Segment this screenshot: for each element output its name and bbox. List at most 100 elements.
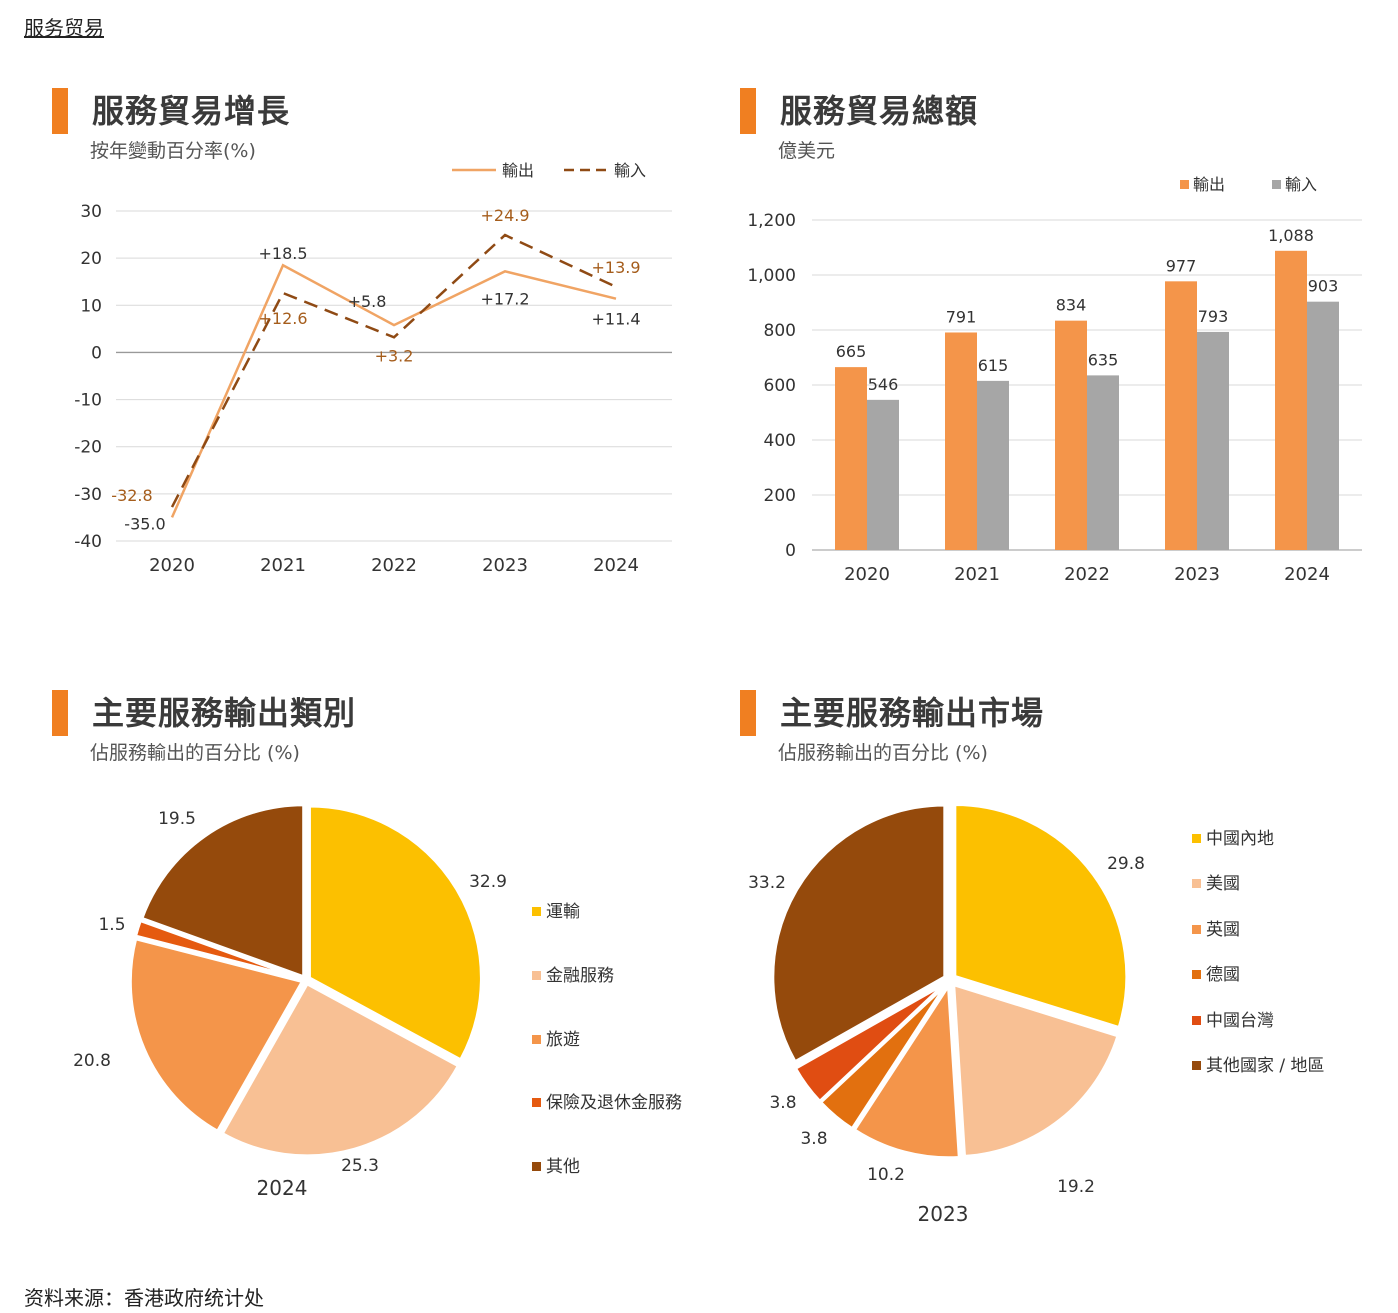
data-label: 635 [1088,350,1119,369]
markets-title: 主要服務輸出市場 [780,694,1045,732]
data-label: +5.8 [348,292,387,311]
total-subtitle: 億美元 [778,140,836,162]
pie-slice-運輸 [307,804,483,1062]
x-tick-label: 2022 [371,555,417,576]
y-tick-label: 400 [764,431,796,451]
legend-swatch [532,1162,541,1171]
page-link-services-trade[interactable]: 服务贸易 [24,16,104,40]
bar-輸出 [945,332,977,550]
data-label: 665 [836,342,867,361]
legend-swatch [1192,970,1201,979]
legend-swatch [1272,180,1281,189]
y-tick-label: 800 [764,321,796,341]
pie-slice-中國內地 [953,802,1129,1030]
y-tick-label: 10 [80,296,102,316]
legend-label: 金融服務 [546,966,614,986]
data-label: +11.4 [591,310,640,329]
legend-label: 其他 [546,1157,580,1177]
legend-label: 德國 [1206,965,1240,985]
pie-caption: 2023 [918,1202,969,1226]
title-accent-bar [52,88,68,134]
bar-輸入 [867,399,899,550]
data-label: 834 [1056,296,1087,315]
data-label: +3.2 [375,346,414,365]
bar-輸入 [1197,331,1229,550]
slice-label: 19.5 [158,809,196,829]
slice-label: 33.2 [748,873,786,893]
pie-slice-金融服務 [220,981,461,1158]
slice-label: 32.9 [469,872,507,892]
data-label: +17.2 [480,289,529,308]
legend-label: 其他國家 / 地區 [1206,1056,1325,1076]
slice-label: 3.8 [800,1129,827,1149]
pie-slice-旅遊 [128,936,305,1134]
legend-swatch [1192,834,1201,843]
bar-輸入 [1307,301,1339,550]
legend-swatch [1192,879,1201,888]
markets-subtitle: 佔服務輸出的百分比 (%) [778,742,988,764]
data-label: -35.0 [124,514,165,533]
legend-swatch [1192,1016,1201,1025]
series-line-輸入 [170,233,617,508]
series-line-輸出 [170,263,617,518]
y-tick-label: 200 [764,486,796,506]
y-tick-label: -10 [74,391,102,411]
pie-slice-其他國家 / 地區 [771,803,947,1064]
legend-swatch [532,1035,541,1044]
legend-label: 輸出 [1193,175,1225,194]
slice-label: 19.2 [1057,1177,1095,1197]
legend-label: 英國 [1206,920,1240,940]
bar-輸出 [1055,320,1087,550]
y-tick-label: 1,200 [747,211,796,231]
x-tick-label: 2024 [593,555,639,576]
pie-slice-保險及退休金服務 [133,918,303,981]
bar-輸出 [1275,250,1307,551]
legend-swatch [532,907,541,916]
slice-label: 1.5 [98,915,125,935]
data-label: +24.9 [480,206,529,225]
data-label: +12.6 [258,309,307,328]
y-tick-label: 0 [91,343,102,363]
data-label: -32.8 [111,486,152,505]
data-label: 1,088 [1268,226,1314,245]
legend-label: 旅遊 [546,1030,580,1050]
slice-label: 29.8 [1107,854,1145,874]
y-tick-label: 20 [80,249,102,269]
x-tick-label: 2020 [844,564,890,585]
markets-pie-chart: 29.8 中國內地 19.2 美國 10.2 英國 3.8 德國 3.8 中國台灣 33.2 其他國家… [748,802,1325,1226]
x-tick-label: 2020 [149,555,195,576]
total-panel: 服務貿易總額 億美元 [740,88,1380,598]
legend-label: 美國 [1206,874,1240,894]
x-tick-label: 2023 [1174,564,1220,585]
legend-label: 保險及退休金服務 [546,1093,682,1113]
x-tick-label: 2023 [482,555,528,576]
slice-label: 20.8 [73,1051,111,1071]
y-tick-label: -40 [74,532,102,552]
total-title: 服務貿易總額 [780,92,979,130]
slice-label: 25.3 [341,1156,379,1176]
growth-panel: 服務貿易增長 按年變動百分率(%) [52,88,692,598]
growth-subtitle: 按年變動百分率(%) [90,140,256,162]
growth-title: 服務貿易增長 [92,92,291,130]
categories-title: 主要服務輸出類別 [92,694,357,732]
x-tick-label: 2022 [1064,564,1110,585]
bar-輸出 [1165,281,1197,550]
data-label: 793 [1198,307,1229,326]
y-tick-label: -20 [74,438,102,458]
data-label: 546 [868,375,899,394]
legend-label: 中國台灣 [1206,1011,1274,1031]
bar-輸入 [1087,375,1119,550]
pie-slice-美國 [952,982,1120,1158]
growth-line-chart: 30 20 10 0 -10 -20 -30 -40 2020 2021 2022 2023 2024 輸… [74,161,672,576]
y-tick-label: 1,000 [747,266,796,286]
y-tick-label: -30 [74,485,102,505]
legend-label: 中國內地 [1206,829,1274,849]
pie-slice-中國台灣 [793,982,947,1104]
slice-label: 3.8 [769,1093,796,1113]
x-tick-label: 2021 [954,564,1000,585]
title-accent-bar [740,690,756,736]
categories-subtitle: 佔服務輸出的百分比 (%) [90,742,300,764]
legend-swatch [1192,925,1201,934]
data-label: 903 [1308,277,1339,296]
